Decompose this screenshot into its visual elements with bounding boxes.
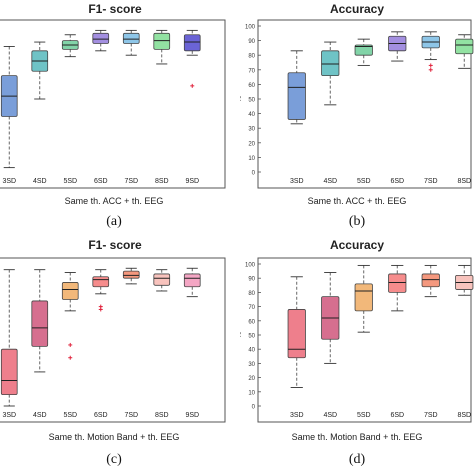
panel-d-title: Accuracy	[329, 238, 385, 252]
panel-b-plot: 0 10 20 30 40 50 60 70 80 90 100% 3SD 4SD 5SD 6SD 7SD 8S…	[240, 19, 474, 189]
y-tick-label: 10	[248, 390, 255, 396]
y-tick-label: 30	[248, 127, 255, 133]
x-tick-label: 3SD	[290, 412, 304, 419]
x-tick-label: 5SD	[357, 178, 371, 185]
y-tick-label: 70	[248, 68, 255, 74]
box-iqr	[183, 34, 201, 52]
x-tick-label: 7SD	[424, 178, 438, 185]
x-tick-label: 7SD	[424, 412, 438, 419]
x-tick-label: 5SD	[63, 412, 77, 419]
y-tick-label: 20	[248, 141, 255, 147]
x-tick-label: 6SD	[94, 178, 108, 185]
x-tick-label: 8SD	[155, 178, 169, 185]
box-iqr	[455, 38, 474, 55]
box-iqr	[183, 273, 201, 288]
x-tick-label: 8SD	[457, 412, 471, 419]
y-tick-label: 50	[248, 98, 255, 104]
x-tick-label: 4SD	[323, 178, 337, 185]
y-tick-label: 80	[248, 291, 255, 297]
box-iqr	[153, 273, 171, 286]
box-iqr	[321, 50, 340, 77]
y-tick-label: 100	[245, 263, 256, 269]
panel-b-xlabel: Same th. ACC + th. EEG	[307, 196, 407, 206]
y-tick-label: 50	[248, 334, 255, 340]
x-tick-label: 4SD	[33, 412, 47, 419]
y-tick-label: 100	[245, 25, 256, 31]
panel-c-xlabel: Same th. Motion Band + th. EEG	[48, 432, 180, 442]
y-tick-label: 0	[252, 171, 256, 177]
y-tick-label: 40	[248, 348, 255, 354]
panel-d-caption: (d)	[348, 452, 366, 467]
x-tick-label: 7SD	[124, 412, 138, 419]
y-tick-label: 20	[248, 376, 255, 382]
x-tick-label: 3SD	[2, 178, 16, 185]
y-tick-label: 90	[248, 277, 255, 283]
x-tick-label: 6SD	[94, 412, 108, 419]
x-tick-label: 9SD	[185, 178, 199, 185]
y-axis-label: %	[240, 96, 243, 102]
y-tick-label: 90	[248, 39, 255, 45]
y-tick-label: 40	[248, 112, 255, 118]
box-iqr	[122, 270, 140, 279]
y-tick-label: 0	[252, 405, 256, 411]
y-tick-label: 30	[248, 362, 255, 368]
x-tick-label: 5SD	[63, 178, 77, 185]
x-tick-label: 3SD	[2, 412, 16, 419]
panel-c-plot: 3SD 4SD 5SD 6SD 7SD 8SD 9SD	[0, 257, 226, 423]
panel-c-caption: (c)	[106, 452, 122, 467]
y-tick-label: 60	[248, 319, 255, 325]
y-tick-label: 70	[248, 305, 255, 311]
box-iqr	[388, 273, 407, 293]
panel-a-caption: (a)	[106, 214, 122, 229]
box-iqr	[287, 309, 306, 359]
box-iqr	[31, 300, 49, 347]
panel-a-title: F1- score	[88, 2, 142, 16]
box-iqr	[0, 348, 18, 396]
panel-a-xlabel: Same th. ACC + th. EEG	[64, 196, 164, 206]
panel-d-xlabel: Same th. Motion Band + th. EEG	[291, 432, 423, 442]
x-tick-label: 5SD	[357, 412, 371, 419]
x-tick-label: 4SD	[33, 178, 47, 185]
box-iqr	[61, 282, 79, 300]
box-iqr	[153, 32, 171, 50]
panel-d-plot: 0 10 20 30 40 50 60 70 80 90 100% 3SD 4SD 5SD 6SD 7SD 8S…	[240, 257, 474, 423]
x-tick-label: 3SD	[290, 178, 304, 185]
panel-a-plot: 3SD 4SD 5SD 6SD 7SD 8SD 9SD	[0, 19, 226, 189]
box-iqr	[122, 32, 140, 44]
box-iqr	[354, 44, 373, 56]
y-tick-label: 60	[248, 83, 255, 89]
x-tick-label: 4SD	[323, 412, 337, 419]
x-tick-label: 8SD	[457, 178, 471, 185]
box-iqr	[287, 72, 306, 120]
box-iqr	[92, 276, 110, 288]
y-axis-label: %	[240, 332, 243, 338]
panel-b-title: Accuracy	[329, 2, 385, 16]
y-tick-label: 10	[248, 156, 255, 162]
x-tick-label: 9SD	[185, 412, 199, 419]
x-tick-label: 6SD	[390, 178, 404, 185]
box-iqr	[421, 273, 440, 288]
x-tick-label: 8SD	[155, 412, 169, 419]
x-tick-label: 7SD	[124, 178, 138, 185]
box-iqr	[354, 283, 373, 312]
box-iqr	[92, 32, 110, 44]
panel-b-caption: (b)	[348, 214, 366, 229]
y-tick-label: 80	[248, 54, 255, 60]
x-tick-label: 6SD	[390, 412, 404, 419]
panel-c-title: F1- score	[88, 238, 142, 252]
